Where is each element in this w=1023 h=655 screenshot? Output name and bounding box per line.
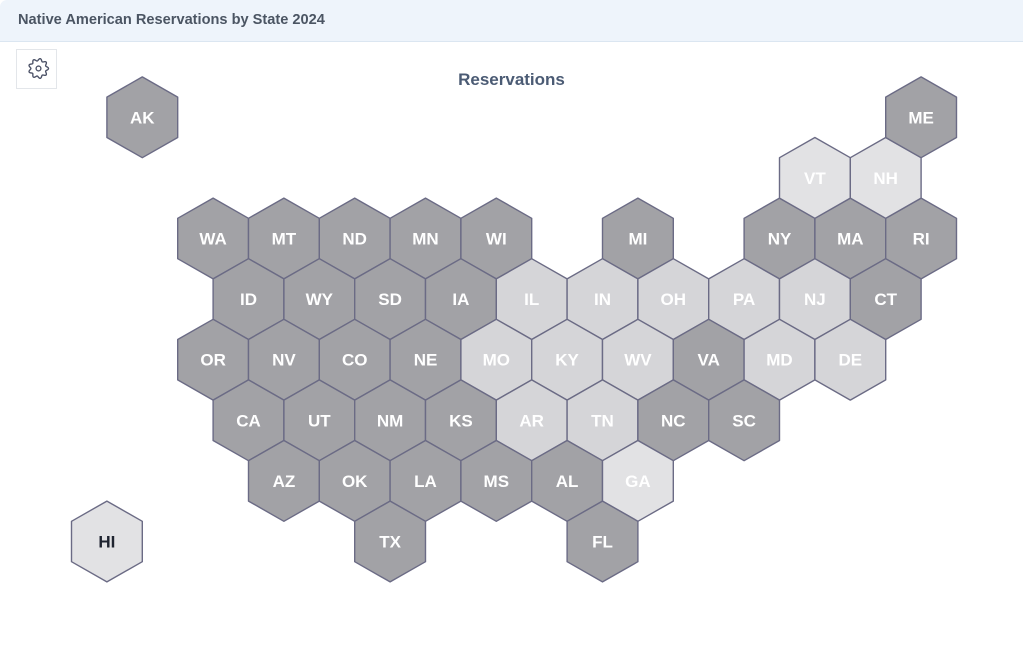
svg-text:WY: WY — [306, 290, 334, 309]
svg-text:TN: TN — [591, 411, 614, 430]
svg-text:KS: KS — [449, 411, 473, 430]
svg-text:ME: ME — [908, 108, 934, 127]
svg-text:ID: ID — [240, 290, 257, 309]
svg-text:CT: CT — [874, 290, 897, 309]
svg-text:NE: NE — [414, 351, 438, 370]
svg-text:AZ: AZ — [273, 472, 296, 491]
svg-text:AL: AL — [556, 472, 579, 491]
svg-text:UT: UT — [308, 411, 331, 430]
svg-text:NJ: NJ — [804, 290, 826, 309]
svg-text:AR: AR — [519, 411, 544, 430]
svg-text:SD: SD — [378, 290, 402, 309]
svg-text:WA: WA — [199, 230, 226, 249]
svg-text:CO: CO — [342, 351, 368, 370]
svg-text:NV: NV — [272, 351, 296, 370]
svg-text:NM: NM — [377, 411, 403, 430]
svg-text:CA: CA — [236, 411, 261, 430]
svg-text:MD: MD — [766, 351, 792, 370]
svg-text:OK: OK — [342, 472, 368, 491]
svg-text:OR: OR — [200, 351, 226, 370]
svg-text:OH: OH — [661, 290, 687, 309]
svg-text:PA: PA — [733, 290, 755, 309]
svg-text:MI: MI — [628, 230, 647, 249]
svg-text:RI: RI — [913, 230, 930, 249]
svg-text:GA: GA — [625, 472, 651, 491]
svg-text:NY: NY — [768, 230, 792, 249]
svg-text:AK: AK — [130, 108, 155, 127]
svg-text:IA: IA — [452, 290, 469, 309]
svg-text:MT: MT — [272, 230, 297, 249]
svg-text:TX: TX — [379, 533, 401, 552]
svg-text:KY: KY — [555, 351, 579, 370]
svg-text:NH: NH — [873, 169, 898, 188]
svg-text:IL: IL — [524, 290, 539, 309]
svg-text:NC: NC — [661, 411, 686, 430]
svg-text:WV: WV — [624, 351, 652, 370]
svg-text:VA: VA — [698, 351, 720, 370]
svg-text:IN: IN — [594, 290, 611, 309]
svg-text:SC: SC — [732, 411, 756, 430]
svg-text:MN: MN — [412, 230, 438, 249]
svg-text:FL: FL — [592, 533, 613, 552]
svg-text:WI: WI — [486, 230, 507, 249]
svg-text:LA: LA — [414, 472, 437, 491]
svg-text:ND: ND — [342, 230, 367, 249]
svg-text:VT: VT — [804, 169, 826, 188]
svg-text:MO: MO — [483, 351, 510, 370]
svg-text:MS: MS — [484, 472, 510, 491]
svg-text:DE: DE — [838, 351, 862, 370]
svg-text:MA: MA — [837, 230, 863, 249]
svg-text:HI: HI — [98, 533, 115, 552]
